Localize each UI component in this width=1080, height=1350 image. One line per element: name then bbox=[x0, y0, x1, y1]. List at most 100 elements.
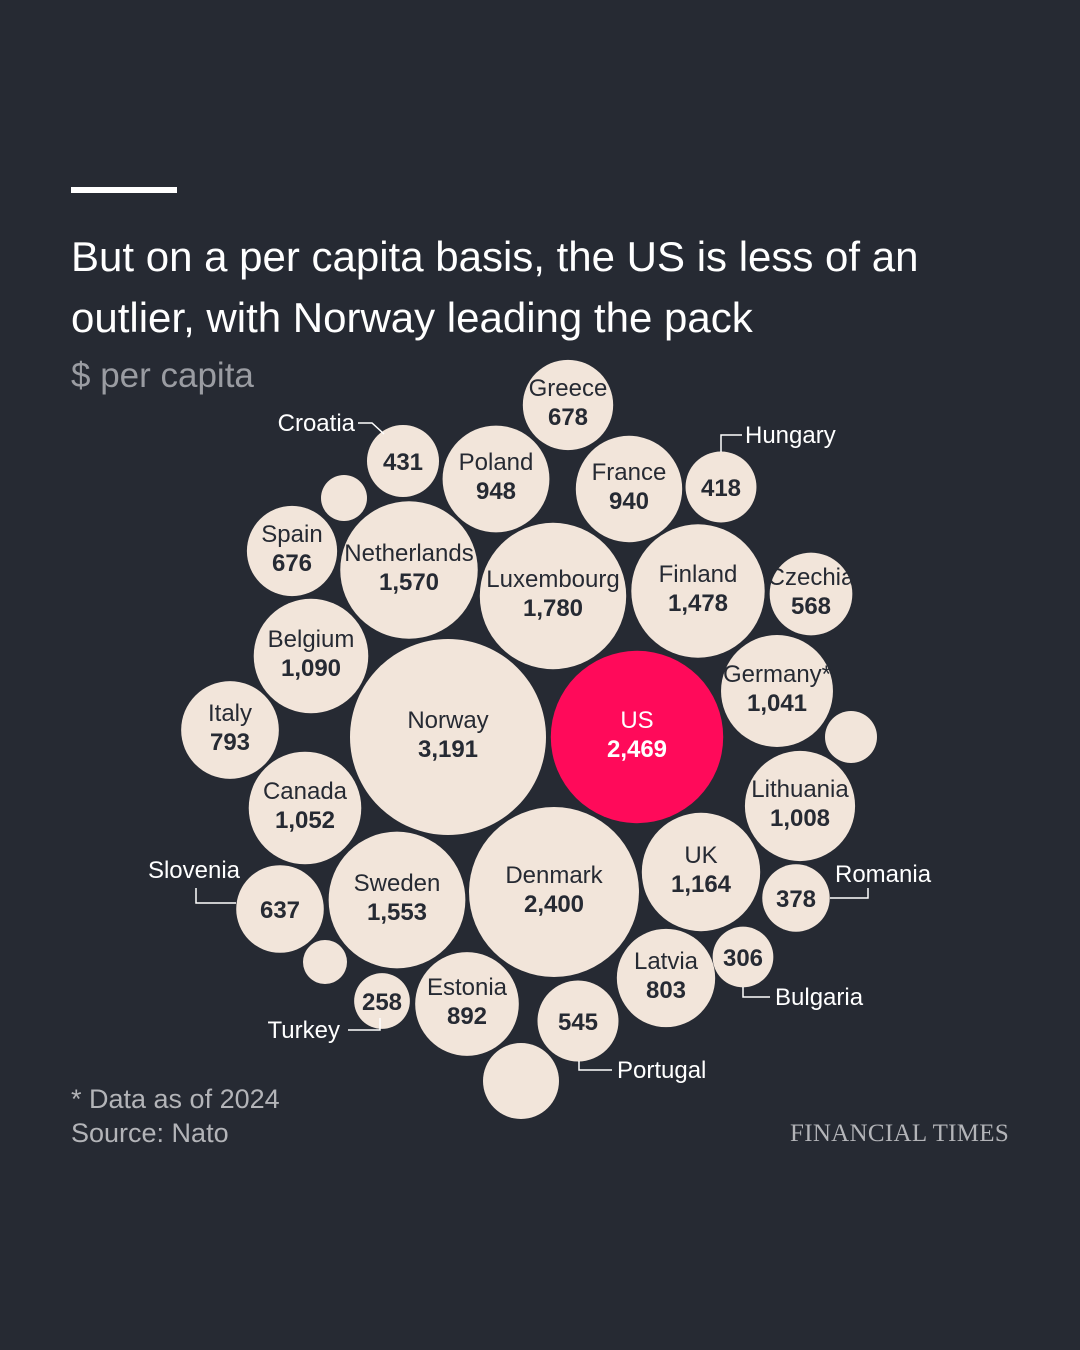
bubble-unlabeled bbox=[825, 711, 877, 763]
country-label-sweden: Sweden bbox=[354, 870, 441, 897]
bubble-spain bbox=[246, 505, 338, 597]
bubble-greece bbox=[522, 359, 614, 451]
country-label-croatia: Croatia bbox=[278, 410, 356, 437]
country-label-italy: Italy bbox=[208, 700, 252, 727]
country-label-france: France bbox=[592, 459, 667, 486]
value-label-netherlands: 1,570 bbox=[379, 569, 439, 596]
country-label-turkey: Turkey bbox=[268, 1017, 340, 1044]
country-label-norway: Norway bbox=[407, 707, 488, 734]
bubble-hungary bbox=[685, 451, 757, 523]
value-label-bulgaria: 306 bbox=[723, 945, 763, 972]
value-label-slovenia: 637 bbox=[260, 897, 300, 924]
leader-line-bulgaria bbox=[742, 987, 770, 998]
bubble-poland bbox=[442, 425, 550, 533]
bubble-finland bbox=[631, 524, 765, 658]
value-label-estonia: 892 bbox=[447, 1003, 487, 1030]
country-label-greece: Greece bbox=[529, 375, 608, 402]
bubble-latvia bbox=[616, 928, 716, 1028]
country-label-us: US bbox=[620, 707, 653, 734]
value-label-croatia: 431 bbox=[383, 449, 423, 476]
country-label-latvia: Latvia bbox=[634, 948, 699, 975]
country-label-canada: Canada bbox=[263, 778, 348, 805]
country-label-spain: Spain bbox=[261, 521, 322, 548]
country-label-czechia: Czechia bbox=[768, 564, 855, 591]
bubble-belgium bbox=[253, 598, 369, 714]
value-label-lithuania: 1,008 bbox=[770, 805, 830, 832]
leader-line-hungary bbox=[720, 434, 742, 452]
value-label-portugal: 545 bbox=[558, 1009, 598, 1036]
value-label-denmark: 2,400 bbox=[524, 891, 584, 918]
bubble-uk bbox=[641, 812, 761, 932]
value-label-romania: 378 bbox=[776, 886, 816, 913]
value-label-czechia: 568 bbox=[791, 593, 831, 620]
country-label-belgium: Belgium bbox=[268, 626, 355, 653]
chart-subtitle: $ per capita bbox=[71, 356, 254, 395]
title-rule bbox=[71, 187, 177, 193]
bubble-bulgaria bbox=[712, 926, 774, 988]
value-label-canada: 1,052 bbox=[275, 807, 335, 834]
country-label-germany: Germany* bbox=[723, 661, 831, 688]
value-label-norway: 3,191 bbox=[418, 736, 478, 763]
leader-line-portugal bbox=[578, 1061, 612, 1071]
bubble-luxembourg bbox=[479, 522, 627, 670]
country-label-denmark: Denmark bbox=[505, 862, 603, 889]
value-label-spain: 676 bbox=[272, 550, 312, 577]
country-label-lithuania: Lithuania bbox=[751, 776, 849, 803]
bubble-italy bbox=[181, 681, 279, 779]
bubble-germany bbox=[721, 635, 833, 747]
value-label-latvia: 803 bbox=[646, 977, 686, 1004]
value-label-france: 940 bbox=[609, 488, 649, 515]
leader-line-romania bbox=[830, 888, 869, 899]
chart-title: But on a per capita basis, the US is les… bbox=[71, 233, 919, 341]
value-label-us: 2,469 bbox=[607, 736, 667, 763]
bubble-unlabeled bbox=[321, 475, 367, 521]
leader-line-croatia bbox=[358, 422, 385, 435]
value-label-turkey: 258 bbox=[362, 989, 402, 1016]
value-label-uk: 1,164 bbox=[671, 871, 732, 898]
bubble-unlabeled bbox=[303, 940, 347, 984]
bubble-turkey bbox=[354, 973, 410, 1029]
value-label-italy: 793 bbox=[210, 729, 250, 756]
footnote: * Data as of 2024 bbox=[71, 1084, 280, 1114]
bubble-estonia bbox=[415, 952, 519, 1056]
value-label-luxembourg: 1,780 bbox=[523, 595, 583, 622]
bubble-lithuania bbox=[744, 750, 856, 862]
value-label-greece: 678 bbox=[548, 404, 588, 431]
bubble-slovenia bbox=[236, 865, 324, 953]
country-label-finland: Finland bbox=[659, 561, 738, 588]
bubble-portugal bbox=[537, 980, 619, 1062]
country-label-estonia: Estonia bbox=[427, 974, 508, 1001]
value-label-sweden: 1,553 bbox=[367, 899, 427, 926]
country-label-slovenia: Slovenia bbox=[148, 857, 241, 884]
country-label-bulgaria: Bulgaria bbox=[775, 984, 864, 1011]
country-label-hungary: Hungary bbox=[745, 422, 836, 449]
bubble-netherlands bbox=[340, 501, 478, 639]
value-label-belgium: 1,090 bbox=[281, 655, 341, 682]
bubble-sweden bbox=[328, 831, 466, 969]
value-label-germany: 1,041 bbox=[747, 690, 807, 717]
country-label-luxembourg: Luxembourg bbox=[486, 566, 619, 593]
bubble-unlabeled bbox=[483, 1043, 559, 1119]
bubble-norway bbox=[350, 639, 546, 835]
bubble-czechia bbox=[769, 552, 853, 636]
footnotes: * Data as of 2024 Source: Nato bbox=[71, 1082, 280, 1150]
bubble-romania bbox=[762, 864, 830, 932]
value-label-finland: 1,478 bbox=[668, 590, 728, 617]
value-label-poland: 948 bbox=[476, 478, 516, 505]
leader-line-turkey bbox=[348, 1018, 381, 1031]
country-label-portugal: Portugal bbox=[617, 1057, 706, 1084]
country-label-poland: Poland bbox=[459, 449, 534, 476]
bubble-denmark bbox=[469, 807, 639, 977]
ft-logo: FINANCIAL TIMES bbox=[790, 1120, 1010, 1147]
source: Source: Nato bbox=[71, 1118, 229, 1148]
bubble-canada bbox=[248, 751, 362, 865]
bubble-france bbox=[575, 435, 683, 543]
country-label-uk: UK bbox=[684, 842, 717, 869]
leader-line-slovenia bbox=[195, 888, 236, 904]
bubble-us bbox=[550, 650, 724, 824]
bubble-croatia bbox=[366, 424, 440, 498]
value-label-hungary: 418 bbox=[701, 475, 741, 502]
country-label-netherlands: Netherlands bbox=[344, 540, 473, 567]
country-label-romania: Romania bbox=[835, 861, 932, 888]
